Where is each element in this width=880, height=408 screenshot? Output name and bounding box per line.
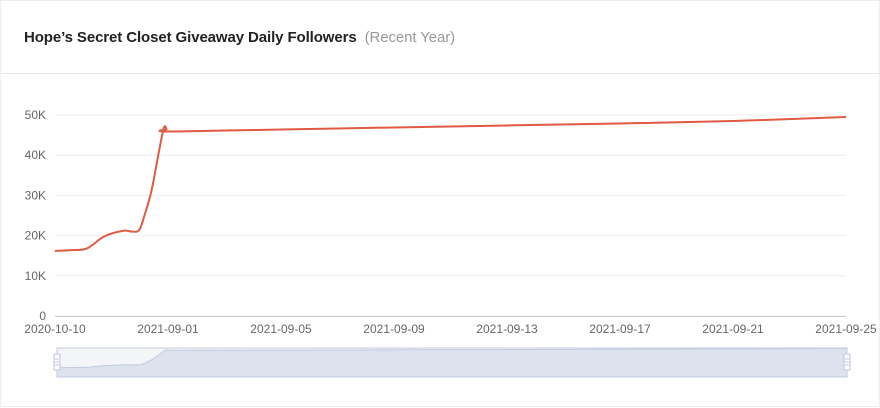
y-tick-label: 20K: [25, 229, 46, 243]
x-tick-label: 2021-09-13: [476, 322, 538, 336]
zoom-preview-area: [56, 347, 848, 378]
y-tick-label: 0: [39, 309, 46, 323]
title-text: Hope’s Secret Closet Giveaway Daily Foll…: [24, 29, 357, 46]
x-tick-label: 2021-09-09: [363, 322, 425, 336]
y-tick-label: 50K: [25, 108, 46, 122]
y-axis-labels: 0 10K 20K 30K 40K 50K: [25, 108, 47, 323]
grid-lines: [55, 114, 846, 317]
x-axis-labels: 2020-10-10 2021-09-01 2021-09-05 2021-09-09…: [24, 322, 877, 336]
y-tick-label: 30K: [25, 188, 46, 202]
x-tick-label: 2020-10-10: [24, 322, 86, 336]
x-tick-label: 2021-09-21: [702, 322, 764, 336]
chart-title: Hope’s Secret Closet Giveaway Daily Foll…: [24, 29, 455, 46]
x-tick-label: 2021-09-17: [589, 322, 651, 336]
zoom-slider[interactable]: [53, 347, 851, 378]
x-tick-label: 2021-09-01: [137, 322, 199, 336]
y-tick-label: 40K: [25, 148, 46, 162]
x-tick-label: 2021-09-25: [815, 322, 877, 336]
series-layer: [54, 116, 847, 252]
chart-header: Hope’s Secret Closet Giveaway Daily Foll…: [1, 1, 880, 74]
x-tick-label: 2021-09-05: [250, 322, 312, 336]
chart-subtitle: (Recent Year): [364, 29, 456, 46]
series-line: [54, 116, 847, 252]
y-tick-label: 10K: [25, 269, 46, 283]
